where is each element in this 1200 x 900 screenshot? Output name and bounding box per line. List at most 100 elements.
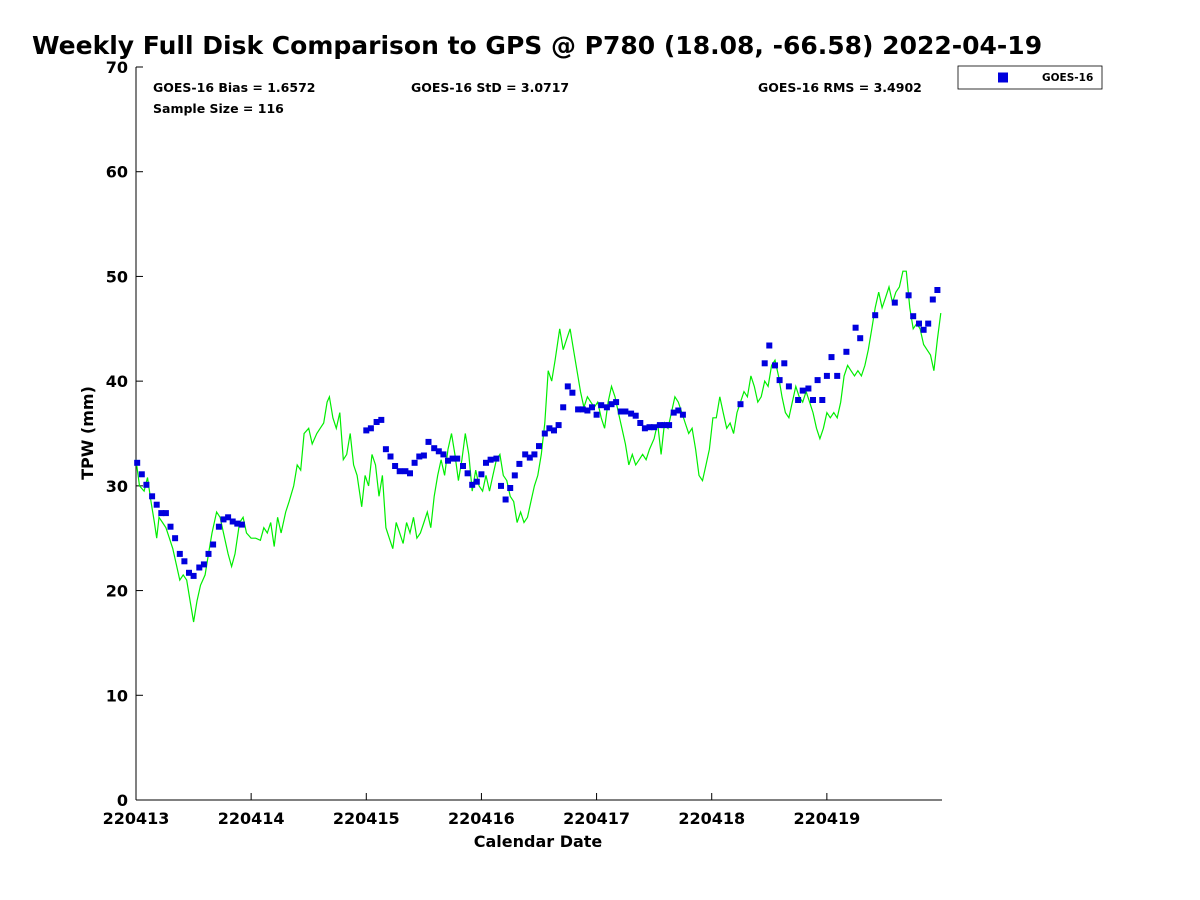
goes16-point <box>449 455 456 462</box>
x-tick-label: 220413 <box>103 809 170 828</box>
y-tick-label: 20 <box>106 582 128 601</box>
goes16-point <box>814 377 821 384</box>
goes16-point <box>225 514 232 521</box>
goes16-point <box>925 320 932 327</box>
goes16-point <box>526 454 533 461</box>
goes16-point <box>483 459 489 466</box>
goes16-point <box>205 550 212 557</box>
goes16-point <box>622 408 629 415</box>
goes16-point <box>536 443 542 450</box>
sample-size-stat: Sample Size = 116 <box>153 101 284 116</box>
goes16-point <box>737 401 744 408</box>
goes16-point <box>210 541 217 548</box>
goes16-point <box>498 482 504 489</box>
y-tick-label: 50 <box>106 267 128 286</box>
goes16-point <box>143 481 150 488</box>
goes16-point <box>934 287 941 293</box>
goes16-point <box>238 521 245 528</box>
y-axis-ticks: 0 10 20 30 40 50 60 70 <box>106 58 143 810</box>
goes16-point <box>387 453 394 460</box>
goes16-point <box>200 561 207 568</box>
goes16-point <box>367 425 374 432</box>
x-tick-label: 220414 <box>218 809 285 828</box>
goes16-point <box>234 520 241 527</box>
goes16-point <box>920 326 927 333</box>
goes16-point <box>575 406 582 413</box>
goes16-point <box>666 422 673 429</box>
goes16-point <box>190 572 197 579</box>
goes16-point <box>445 457 451 464</box>
goes16-point <box>478 471 485 478</box>
goes16-point <box>675 407 682 414</box>
goes16-point <box>138 471 145 478</box>
goes16-point <box>134 459 141 466</box>
chart-title: Weekly Full Disk Comparison to GPS @ P78… <box>32 31 1042 60</box>
goes16-point <box>613 399 620 406</box>
goes16-point <box>805 385 812 392</box>
goes16-point <box>493 455 500 462</box>
goes16-point <box>637 420 644 426</box>
plot-area: 0 10 20 30 40 50 60 70 220413 220414 220415 220416… <box>103 58 942 828</box>
goes16-point <box>153 501 160 508</box>
goes16-point <box>661 422 668 429</box>
goes16-point <box>857 335 864 342</box>
goes16-point <box>435 448 442 455</box>
goes16-point <box>584 407 591 414</box>
x-tick-label: 220418 <box>678 809 745 828</box>
goes16-point <box>872 312 879 319</box>
goes16-point <box>589 404 595 411</box>
goes16-point <box>176 550 183 557</box>
x-axis-label: Calendar Date <box>474 832 603 851</box>
bias-stat: GOES-16 Bias = 1.6572 <box>153 80 315 95</box>
goes16-point <box>469 481 476 488</box>
goes16-point <box>823 372 830 379</box>
x-tick-label: 220417 <box>563 809 630 828</box>
goes16-point <box>382 446 389 453</box>
goes16-point <box>781 360 788 367</box>
goes16-point <box>670 409 677 416</box>
goes16-point <box>473 478 480 485</box>
goes16-point <box>679 411 686 418</box>
rms-stat: GOES-16 RMS = 3.4902 <box>758 80 922 95</box>
goes16-point <box>646 424 653 431</box>
goes16-point <box>416 453 423 460</box>
goes16-point <box>569 389 576 396</box>
y-tick-label: 60 <box>106 163 128 182</box>
goes16-point <box>186 569 192 576</box>
goes16-point <box>641 425 648 432</box>
goes16-point <box>910 313 917 320</box>
goes16-point <box>905 292 912 299</box>
goes16-point <box>834 372 841 379</box>
goes16-point <box>766 342 773 349</box>
x-tick-label: 220419 <box>793 809 860 828</box>
gps-line <box>135 270 942 623</box>
goes16-point <box>373 419 380 425</box>
y-tick-label: 40 <box>106 372 128 391</box>
y-tick-label: 0 <box>117 791 128 810</box>
goes16-point <box>617 408 624 415</box>
goes16-point <box>425 438 432 445</box>
goes16-point <box>785 383 792 390</box>
goes16-point <box>828 354 835 361</box>
goes16-point <box>502 496 509 503</box>
goes16-point <box>172 535 179 542</box>
goes16-point <box>776 377 783 384</box>
goes16-point <box>555 422 562 429</box>
goes16-point <box>487 456 494 463</box>
goes16-point <box>181 558 188 565</box>
goes16-point <box>402 468 409 475</box>
legend-goes16-label: GOES-16 <box>1042 72 1093 84</box>
goes16-series <box>134 287 941 579</box>
goes16-point <box>651 424 658 431</box>
goes16-point <box>531 451 538 458</box>
goes16-point <box>656 422 663 429</box>
goes16-point <box>579 406 586 413</box>
goes16-point <box>229 518 236 525</box>
goes16-point <box>460 463 466 469</box>
legend-goes16-marker <box>998 72 1008 83</box>
x-tick-label: 220415 <box>333 809 400 828</box>
goes16-point <box>632 412 639 419</box>
y-tick-label: 30 <box>106 477 128 496</box>
goes16-point <box>149 493 156 500</box>
gps-series <box>135 270 942 623</box>
